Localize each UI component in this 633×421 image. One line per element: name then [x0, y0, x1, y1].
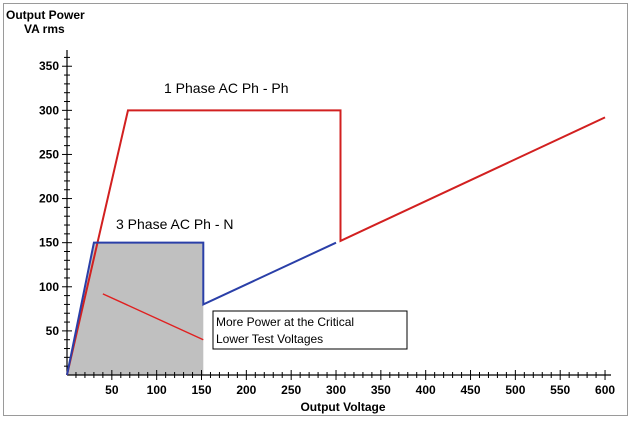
- y-tick-label: 300: [39, 103, 59, 117]
- x-tick-label: 600: [595, 383, 615, 397]
- x-tick-label: 100: [147, 383, 167, 397]
- series-line-3-phase: [66, 241, 337, 376]
- x-tick-label: 50: [105, 383, 119, 397]
- x-tick-label: 450: [461, 383, 481, 397]
- x-tick-label: 350: [371, 383, 391, 397]
- y-tick-label: 50: [46, 324, 60, 338]
- x-tick-label: 500: [505, 383, 525, 397]
- x-axis-title: Output Voltage: [300, 400, 385, 414]
- callout-pointer: [102, 293, 204, 341]
- series-label-1-phase: 1 Phase AC Ph - Ph: [164, 80, 289, 96]
- callout-box: [212, 310, 408, 350]
- y-tick-label: 200: [39, 192, 59, 206]
- x-tick-label: 150: [191, 383, 211, 397]
- x-tick-label: 400: [416, 383, 436, 397]
- chart-frame: 50 100 150 200 250 300 350 50 100 150 200 250 300 350…: [3, 3, 628, 416]
- y-tick-label: 250: [39, 147, 59, 161]
- y-tick-label: 100: [39, 280, 59, 294]
- x-tick-label: 550: [550, 383, 570, 397]
- x-tick-label: 300: [326, 383, 346, 397]
- x-tick-label: 200: [236, 383, 256, 397]
- y-axis-title-line2: VA rms: [24, 22, 65, 36]
- series-line-1-phase: [66, 109, 606, 376]
- x-tick-label: 250: [281, 383, 301, 397]
- y-tick-label: 350: [39, 59, 59, 73]
- y-tick-label: 150: [39, 236, 59, 250]
- output-power-chart: 50 100 150 200 250 300 350 50 100 150 200 250 300 350…: [6, 8, 615, 414]
- callout-text-line2: Lower Test Voltages: [216, 332, 323, 346]
- series-label-3-phase: 3 Phase AC Ph - N: [116, 216, 234, 232]
- callout-text-line1: More Power at the Critical: [216, 315, 354, 329]
- y-axis-title-line1: Output Power: [6, 8, 85, 22]
